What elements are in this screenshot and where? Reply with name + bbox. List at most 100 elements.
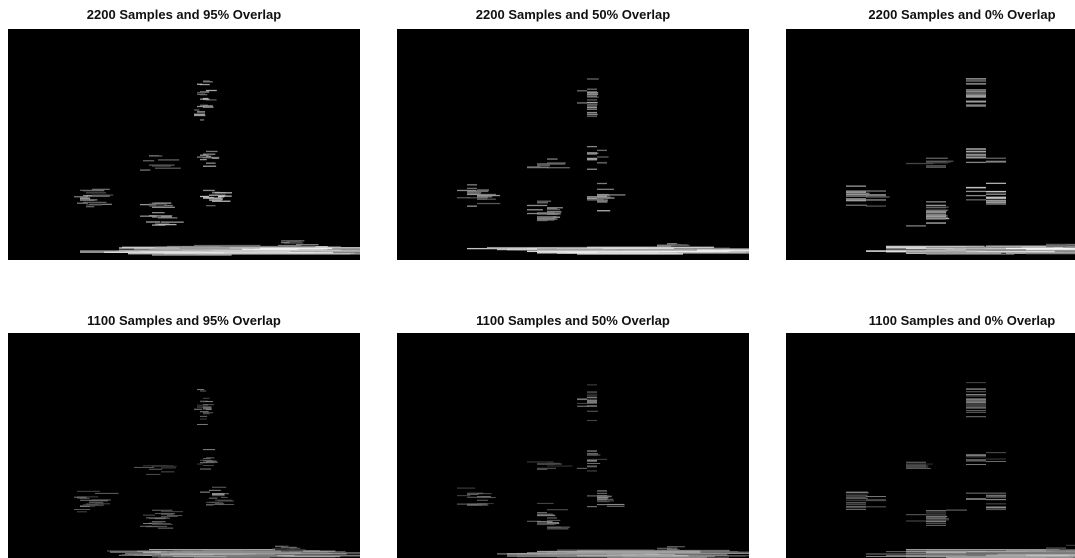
spectrogram-band xyxy=(74,497,87,498)
spectrogram-band xyxy=(1066,246,1075,247)
spectrogram-band xyxy=(986,200,1006,201)
spectrogram-band xyxy=(577,399,588,400)
spectrogram-band xyxy=(597,198,615,199)
spectrogram-band xyxy=(846,492,869,493)
spectrogram-band xyxy=(966,151,986,152)
spectrogram-band xyxy=(597,150,607,151)
spectrogram-band xyxy=(597,201,607,202)
spectrogram-band xyxy=(986,183,1006,184)
spectrogram xyxy=(8,333,360,558)
spectrogram-band xyxy=(567,552,632,553)
spectrogram-band xyxy=(296,244,319,245)
spectrogram-band xyxy=(224,252,289,253)
spectrogram-band xyxy=(74,196,88,197)
spectrogram-band xyxy=(966,251,1055,252)
spectrogram-band xyxy=(587,411,598,412)
spectrogram-band xyxy=(587,146,597,147)
spectrogram-band xyxy=(986,203,1006,204)
spectrogram-band xyxy=(155,202,171,203)
spectrogram-band xyxy=(866,496,886,497)
spectrogram-band xyxy=(966,92,986,93)
spectrogram-band xyxy=(547,517,557,518)
spectrogram-band xyxy=(597,459,607,460)
spectrogram-band xyxy=(587,92,598,93)
spectrogram-band xyxy=(597,495,609,496)
spectrogram-band xyxy=(906,465,928,466)
spectrogram-band xyxy=(587,400,597,401)
spectrogram-band xyxy=(846,495,868,496)
spectrogram-band xyxy=(926,512,946,513)
spectrogram-band xyxy=(906,250,977,251)
spectrogram-band xyxy=(209,462,217,463)
spectrogram-band xyxy=(846,502,866,503)
spectrogram-band xyxy=(587,104,598,105)
spectrogram-band xyxy=(966,456,986,457)
spectrogram-band xyxy=(846,509,866,510)
spectrogram-band xyxy=(86,204,102,205)
spectrogram-band xyxy=(597,499,613,500)
spectrogram-band xyxy=(926,201,946,202)
spectrogram-band xyxy=(167,515,182,516)
spectrogram-band xyxy=(194,409,202,410)
spectrogram-band xyxy=(926,207,946,208)
spectrogram-band xyxy=(209,194,219,195)
spectrogram-band xyxy=(866,190,886,191)
spectrogram-band xyxy=(77,491,100,492)
spectrogram-band xyxy=(587,198,597,199)
spectrogram-band xyxy=(197,84,202,85)
spectrogram-band xyxy=(152,524,173,525)
spectrogram-band xyxy=(212,487,226,488)
spectrogram-band xyxy=(203,81,213,82)
spectrogram-band xyxy=(203,190,215,191)
spectrogram-band xyxy=(587,460,597,461)
spectrogram-band xyxy=(926,253,1014,254)
spectrogram-band xyxy=(537,463,554,464)
spectrogram-band xyxy=(203,105,213,106)
spectrogram-band xyxy=(527,461,554,462)
spectrogram-band xyxy=(587,465,597,466)
spectrogram-band xyxy=(152,521,166,522)
spectrogram-band xyxy=(167,551,289,552)
panel: 2200 Samples and 0% Overlap xyxy=(786,7,1075,260)
panel-title: 1100 Samples and 50% Overlap xyxy=(476,313,670,328)
spectrogram-band xyxy=(986,555,1069,556)
spectrogram-band xyxy=(986,191,1006,192)
spectrogram-band xyxy=(203,458,211,459)
spectrogram-band xyxy=(926,165,946,166)
spectrogram-band xyxy=(209,490,221,491)
spectrogram-band xyxy=(212,493,224,494)
spectrogram-band xyxy=(557,550,654,551)
spectrogram-band xyxy=(218,504,234,505)
spectrogram-band xyxy=(966,406,986,407)
spectrogram-band xyxy=(200,196,209,197)
spectrogram-band xyxy=(587,102,598,103)
spectrogram-band xyxy=(966,382,986,383)
spectrogram-band xyxy=(477,189,489,190)
spectrogram-band xyxy=(146,221,160,222)
spectrogram-band xyxy=(597,493,607,494)
spectrogram-band xyxy=(152,466,177,467)
spectrogram-band xyxy=(926,205,946,206)
spectrogram-band xyxy=(846,198,866,199)
spectrogram-band xyxy=(206,163,215,164)
spectrogram-band xyxy=(89,500,108,501)
spectrogram-band xyxy=(587,395,597,396)
spectrogram-band xyxy=(577,102,587,103)
spectrogram-band xyxy=(986,507,1006,508)
spectrogram-band xyxy=(158,217,177,218)
spectrogram-band xyxy=(906,514,926,515)
spectrogram-band xyxy=(209,498,217,499)
spectrogram-band xyxy=(200,416,207,417)
spectrogram-band xyxy=(597,200,608,201)
spectrogram-band xyxy=(966,89,986,90)
spectrogram-band xyxy=(597,504,607,505)
spectrogram-band xyxy=(587,113,597,114)
spectrogram-band xyxy=(467,192,481,193)
spectrogram-band xyxy=(587,89,597,90)
spectrogram-band xyxy=(986,202,1006,203)
spectrogram-band xyxy=(547,209,560,210)
spectrogram-band xyxy=(986,493,1006,494)
spectrogram-band xyxy=(1066,244,1075,245)
spectrogram-band xyxy=(517,556,623,557)
spectrogram-band xyxy=(134,467,154,468)
